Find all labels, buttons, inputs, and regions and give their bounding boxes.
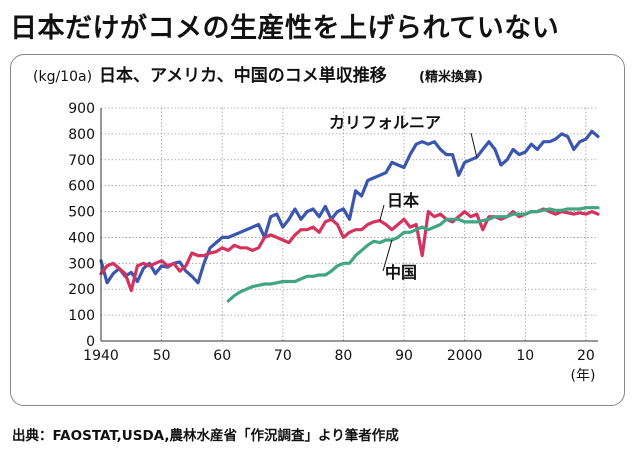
y-tick-label: 300 — [68, 256, 95, 272]
x-tick-label: 10 — [516, 348, 534, 364]
y-tick-label: 100 — [68, 308, 95, 324]
series-line — [99, 129, 600, 285]
series-annotation: 中国 — [385, 263, 417, 282]
chart-title: 日本、アメリカ、中国のコメ単収推移 — [99, 65, 387, 86]
x-tick-label: 90 — [395, 348, 413, 364]
annotation-leader — [382, 239, 393, 272]
y-tick-label: 500 — [68, 205, 95, 221]
y-tick-label: 600 — [68, 179, 95, 195]
chart-panel: 0 100 200 300 400 500 600 700 800 900 1940 50 60 70 80… — [10, 54, 625, 406]
y-tick-label: 900 — [68, 101, 95, 117]
x-tick-label: 20 — [577, 348, 595, 364]
annotation-leader — [470, 132, 478, 158]
series-line — [99, 207, 600, 293]
y-tick-label: 700 — [68, 153, 95, 169]
y-tick-label: 0 — [86, 334, 95, 350]
x-tick-label: 2000 — [447, 348, 483, 364]
y-tick-label: 400 — [68, 230, 95, 246]
chart-title-note: (精米換算) — [419, 69, 483, 85]
x-tick-label: 60 — [213, 348, 231, 364]
x-tick-label: 1940 — [83, 348, 119, 364]
headline: 日本だけがコメの生産性を上げられていない — [10, 13, 560, 44]
x-axis-unit: (年) — [571, 368, 596, 384]
axes: 0 100 200 300 400 500 600 700 800 900 1940 50 60 70 80… — [68, 101, 598, 384]
series-annotation: カリフォルニア — [329, 113, 441, 132]
series-layer — [99, 129, 600, 303]
annotation-leader — [379, 204, 385, 221]
rice-yield-chart: 0 100 200 300 400 500 600 700 800 900 1940 50 60 70 80… — [33, 65, 600, 384]
grid — [100, 107, 598, 342]
labels: 日本、アメリカ、中国のコメ単収推移 (精米換算) (kg/10a) カリフォルニア日本… — [33, 65, 483, 282]
x-tick-label: 70 — [274, 348, 292, 364]
source-note: 出典：FAOSTAT,USDA,農林水産省「作況調査」より筆者作成 — [12, 428, 399, 444]
x-tick-label: 50 — [153, 348, 171, 364]
series-annotation: 日本 — [387, 191, 419, 210]
y-axis-unit: (kg/10a) — [33, 69, 92, 85]
series-line — [226, 206, 600, 303]
y-tick-label: 800 — [68, 127, 95, 143]
x-tick-label: 80 — [335, 348, 353, 364]
y-tick-label: 200 — [68, 282, 95, 298]
